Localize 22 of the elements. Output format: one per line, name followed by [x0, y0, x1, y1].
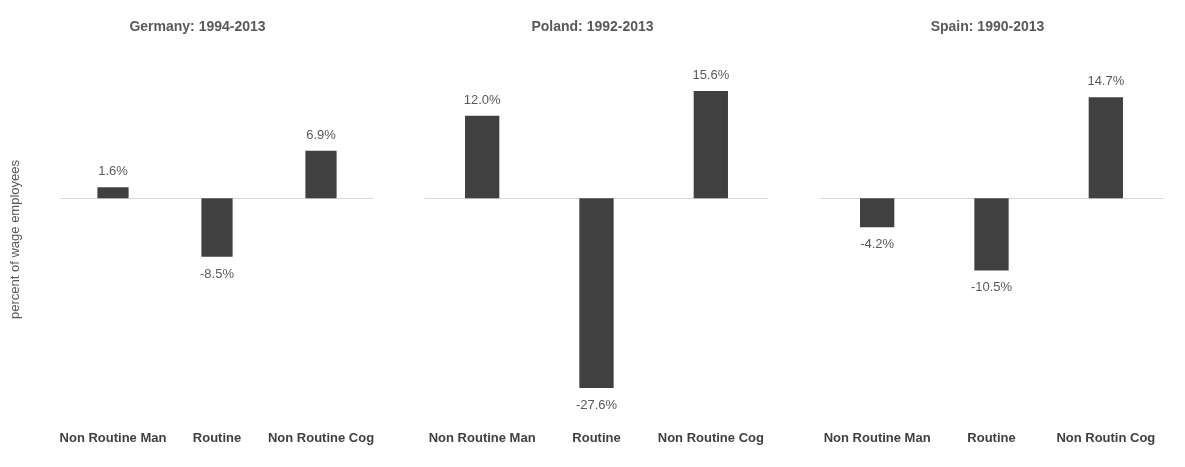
data-label: 14.7%	[1087, 73, 1125, 89]
x-tick-label: Non Routine Man	[428, 429, 536, 445]
data-label: -8.5%	[200, 265, 235, 281]
data-label: -10.5%	[970, 279, 1013, 295]
chart-title: Spain: 1990-2013	[930, 18, 1045, 34]
data-label: -4.2%	[860, 236, 895, 252]
x-tick-label: Non Routin Cog	[1056, 429, 1156, 445]
x-tick-label: Routine	[192, 429, 242, 445]
data-label: 1.6%	[98, 163, 129, 179]
x-tick-label: Routine	[967, 429, 1016, 445]
chart-title: Germany: 1994-2013	[129, 18, 266, 34]
data-label: 15.6%	[692, 67, 730, 82]
data-label: 6.9%	[306, 126, 337, 142]
chart-title: Poland: 1992-2013	[531, 18, 654, 34]
x-tick-label: Non Routine Man	[823, 429, 931, 445]
x-tick-label: Non Routine Cog	[267, 429, 375, 445]
x-tick-label: Routine	[572, 429, 621, 445]
data-label: 12.0%	[463, 91, 502, 107]
x-tick-label: Non Routine Cog	[657, 429, 764, 445]
y-axis-title: percent of wage employees	[7, 159, 22, 319]
data-label: -27.6%	[575, 397, 618, 412]
x-tick-label: Non Routine Man	[59, 429, 167, 445]
